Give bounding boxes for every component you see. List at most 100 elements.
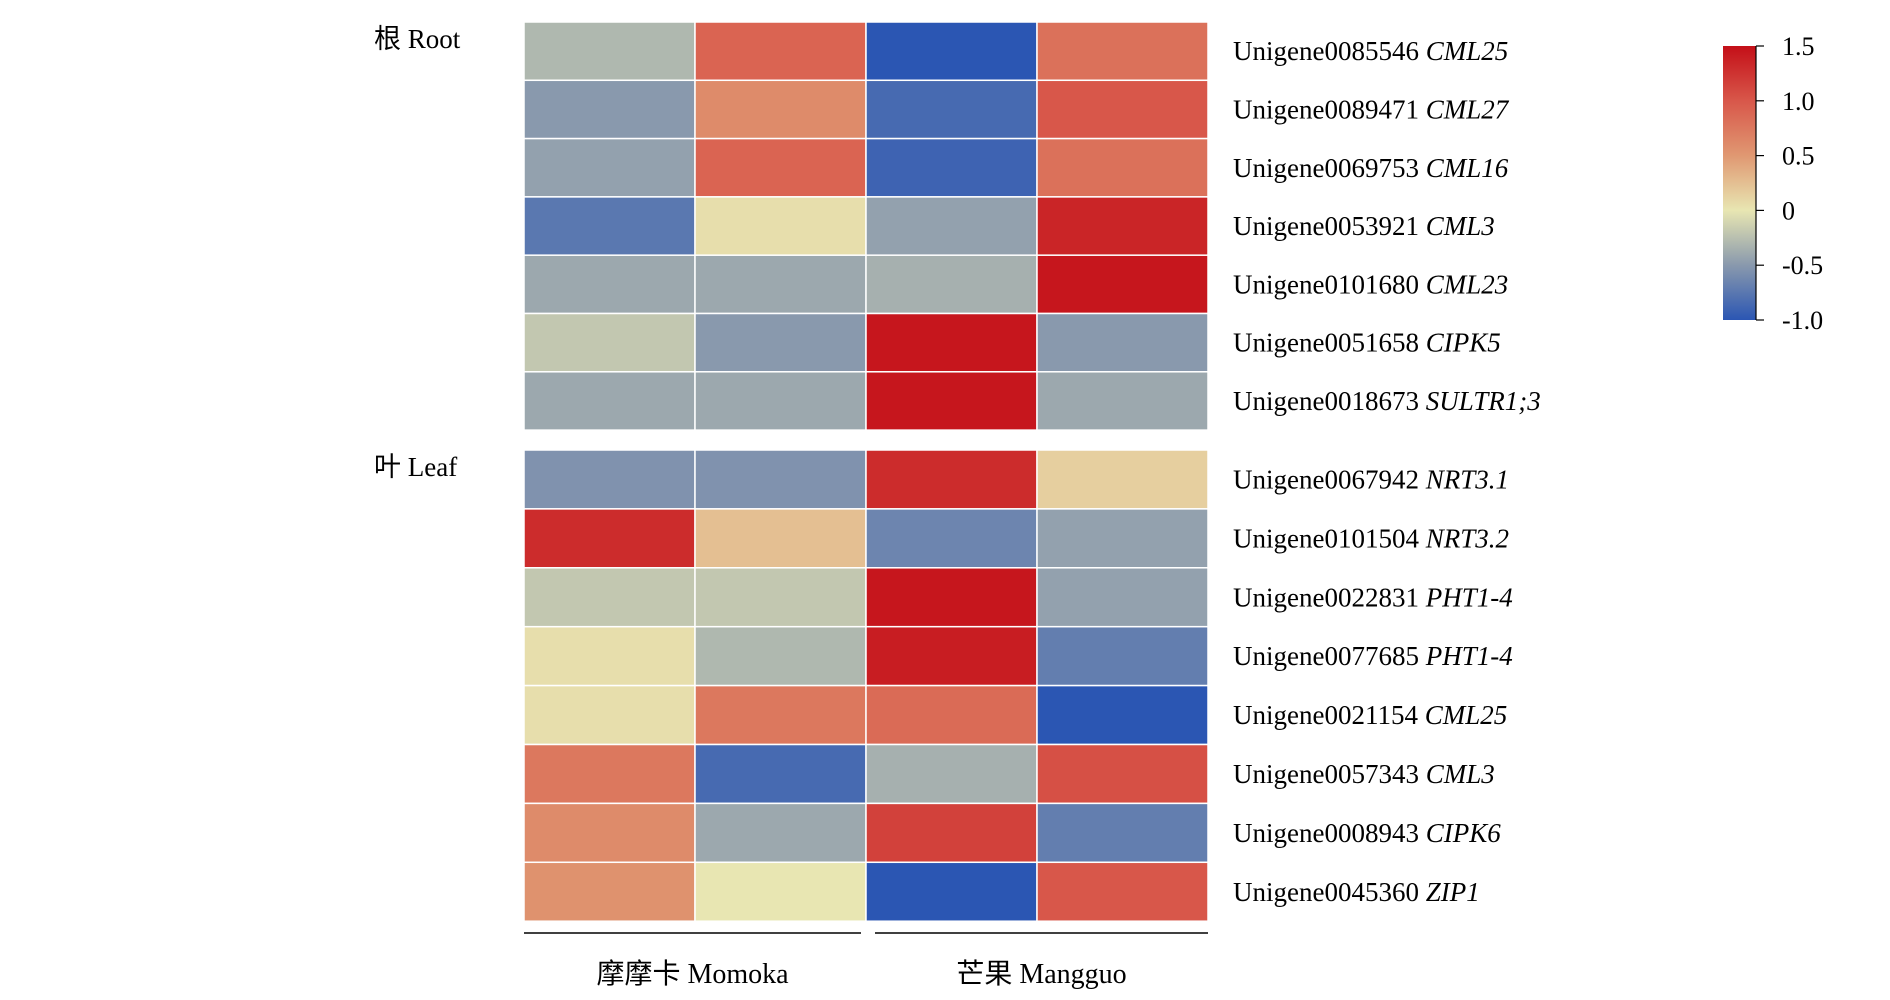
heatmap-cell (694, 625, 867, 687)
row-label: Unigene0077685 PHT1-4 (1233, 641, 1513, 671)
row-label: Unigene0053921 CML3 (1233, 211, 1495, 241)
heatmap-cell (523, 567, 696, 628)
heatmap-cell (523, 312, 696, 373)
heatmap-cell (1036, 861, 1209, 922)
heatmap-cell (694, 802, 867, 864)
heatmap-cell (865, 861, 1038, 922)
row-label: Unigene0101680 CML23 (1233, 269, 1508, 299)
heatmap-cell (865, 508, 1038, 569)
heatmap-cell (865, 743, 1038, 805)
heatmap-cell (523, 196, 696, 256)
row-label-gene: ZIP1 (1426, 877, 1480, 907)
row-label-gene: CML25 (1425, 700, 1508, 730)
row-label-id: Unigene0089471 (1233, 94, 1426, 124)
column-group-label: 摩摩卡 Momoka (596, 958, 789, 990)
color-scale-legend: 1.5 1.0 0.5 0 -0.5 -1.0 (1723, 32, 1823, 335)
heatmap-cell (694, 861, 867, 922)
row-label: Unigene0051658 CIPK5 (1233, 328, 1501, 358)
color-scale-tick-label: 1.5 (1782, 32, 1815, 61)
row-label: Unigene0018673 SULTR1;3 (1233, 386, 1541, 416)
heatmap-cell (523, 449, 696, 510)
heatmap-cell (694, 567, 867, 628)
row-label: Unigene0085546 CML25 (1233, 36, 1508, 66)
heatmap-cell (523, 861, 696, 922)
color-scale-tick-label: -1.0 (1782, 306, 1823, 335)
heatmap-cell (694, 137, 867, 198)
heatmap-cell (694, 371, 867, 431)
heatmap-cells (523, 21, 1209, 922)
panel-label-root: 根 Root (374, 24, 461, 54)
row-label-gene: PHT1-4 (1425, 641, 1513, 671)
heatmap-cell (865, 802, 1038, 864)
row-label-id: Unigene0053921 (1233, 211, 1426, 241)
heatmap-cell (523, 625, 696, 687)
heatmap-cell (1036, 567, 1209, 628)
row-label: Unigene0008943 CIPK6 (1233, 818, 1501, 848)
row-label: Unigene0067942 NRT3.1 (1233, 464, 1509, 494)
row-label: Unigene0101504 NRT3.2 (1233, 523, 1509, 553)
row-label-id: Unigene0008943 (1233, 818, 1426, 848)
heatmap-cell (1036, 312, 1209, 373)
row-label: Unigene0045360 ZIP1 (1233, 877, 1480, 907)
heatmap-cell (865, 312, 1038, 373)
panel-label-leaf: 叶 Leaf (374, 452, 457, 482)
row-label: Unigene0069753 CML16 (1233, 153, 1509, 183)
color-scale-tick-label: 0 (1782, 196, 1795, 225)
row-label-id: Unigene0051658 (1233, 328, 1426, 358)
row-label-id: Unigene0069753 (1233, 153, 1426, 183)
row-label-gene: CML25 (1426, 36, 1509, 66)
row-label-gene: CML16 (1426, 153, 1509, 183)
heatmap-cell (523, 371, 696, 431)
heatmap-cell (1036, 371, 1209, 431)
column-group-label: 芒果 Mangguo (956, 958, 1126, 990)
heatmap-cell (694, 508, 867, 569)
row-label-id: Unigene0057343 (1233, 759, 1426, 789)
row-label-gene: CML27 (1426, 94, 1510, 124)
row-label-gene: NRT3.1 (1425, 464, 1509, 494)
row-label-gene: CML3 (1426, 759, 1495, 789)
heatmap-cell (523, 137, 696, 198)
panel-labels: 根 Root 叶 Leaf (374, 24, 461, 482)
row-label-gene: CIPK6 (1426, 818, 1502, 848)
heatmap-cell (1036, 802, 1209, 864)
row-label-id: Unigene0085546 (1233, 36, 1426, 66)
row-label-gene: NRT3.2 (1425, 523, 1509, 553)
heatmap-cell (694, 79, 867, 140)
heatmap-cell (1036, 684, 1209, 746)
heatmap-cell (523, 508, 696, 569)
row-label-gene: PHT1-4 (1425, 582, 1513, 612)
row-label-gene: CML3 (1426, 211, 1495, 241)
heatmap-cell (1036, 254, 1209, 315)
row-label-id: Unigene0022831 (1233, 582, 1426, 612)
row-label-id: Unigene0018673 (1233, 386, 1426, 416)
heatmap-cell (694, 312, 867, 373)
heatmap-cell (865, 567, 1038, 628)
heatmap-cell (694, 254, 867, 315)
heatmap-cell (1036, 21, 1209, 82)
heatmap-cell (523, 743, 696, 805)
heatmap-cell (1036, 743, 1209, 805)
row-label-id: Unigene0101504 (1233, 523, 1426, 553)
row-label-gene: SULTR1;3 (1426, 386, 1541, 416)
heatmap-cell (523, 802, 696, 864)
heatmap-cell (523, 254, 696, 315)
color-scale-tick-label: 0.5 (1782, 142, 1815, 171)
row-label-id: Unigene0021154 (1233, 700, 1425, 730)
row-label: Unigene0057343 CML3 (1233, 759, 1495, 789)
heatmap-cell (865, 79, 1038, 140)
heatmap-cell (523, 79, 696, 140)
heatmap-cell (865, 254, 1038, 315)
heatmap-cell (865, 196, 1038, 256)
color-scale-tick-label: -0.5 (1782, 251, 1823, 280)
row-label-id: Unigene0101680 (1233, 269, 1426, 299)
row-label-id: Unigene0067942 (1233, 464, 1426, 494)
heatmap-cell (694, 743, 867, 805)
row-label: Unigene0022831 PHT1-4 (1233, 582, 1513, 612)
heatmap-cell (1036, 79, 1209, 140)
heatmap-cell (1036, 449, 1209, 510)
color-scale-bar (1723, 46, 1756, 320)
heatmap-cell (1036, 625, 1209, 687)
heatmap-cell (1036, 508, 1209, 569)
